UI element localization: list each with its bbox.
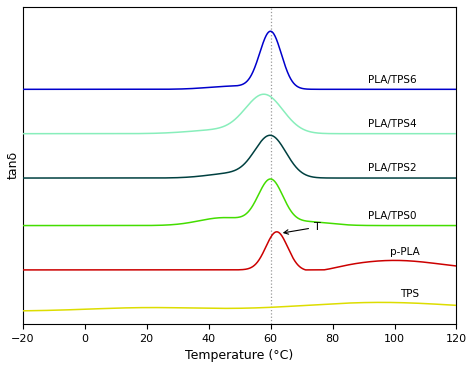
Text: PLA/TPS0: PLA/TPS0 — [368, 211, 416, 221]
Text: TPS: TPS — [400, 289, 419, 299]
Text: T: T — [284, 222, 321, 234]
Text: p-PLA: p-PLA — [390, 247, 419, 257]
Y-axis label: tanδ: tanδ — [7, 151, 20, 179]
Text: PLA/TPS6: PLA/TPS6 — [368, 75, 416, 85]
Text: PLA/TPS4: PLA/TPS4 — [368, 119, 416, 129]
X-axis label: Temperature (°C): Temperature (°C) — [185, 349, 294, 362]
Text: PLA/TPS2: PLA/TPS2 — [368, 163, 416, 173]
